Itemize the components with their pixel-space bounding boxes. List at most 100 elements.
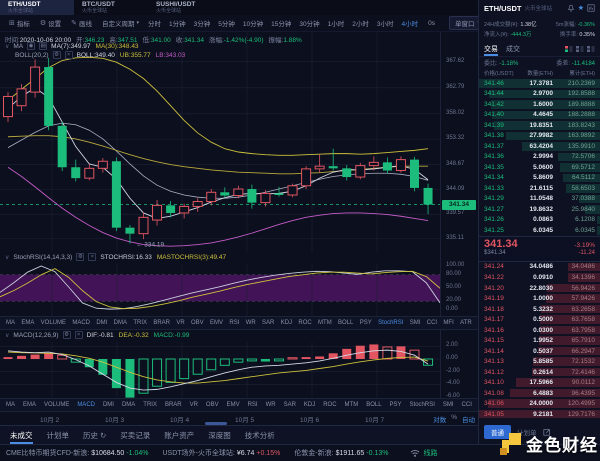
draw-line-button[interactable]: ✎ 画线	[71, 18, 92, 28]
ask-row[interactable]: 341.35 5.0600 69.5712	[479, 162, 600, 173]
indicator-brar[interactable]: BRAR	[164, 402, 182, 408]
indicator-dmi[interactable]: DMI	[102, 402, 114, 408]
bid-row[interactable]: 341.12 0.2614 72.4146	[479, 367, 600, 378]
chart-scrollbar-handle[interactable]	[205, 422, 227, 425]
collapse-icon[interactable]: ∨	[5, 332, 10, 339]
settings-button[interactable]: ⚙ 设置	[40, 18, 61, 28]
indicator-wr[interactable]: WR	[245, 320, 256, 326]
indicator-brar[interactable]: BRAR	[153, 320, 171, 326]
period-button[interactable]: 2小时	[352, 21, 369, 28]
symbol-tab-sushi-usdt[interactable]: SUSHI/USDT 火币全球站	[148, 0, 222, 15]
ask-row[interactable]: 341.27 19.8632 25.9840	[479, 204, 600, 215]
period-button[interactable]: 1小时	[327, 21, 345, 28]
indicator-ma[interactable]: MA	[6, 320, 15, 326]
indicator-mtm[interactable]: MTM	[318, 320, 332, 326]
time-axis[interactable]: 10月 2 10月 3 10月 4 10月 5 10月 6 10月 7 对数% 自动	[0, 412, 478, 425]
indicator-ema[interactable]: EMA	[21, 320, 35, 326]
bid-row[interactable]: 341.13 5.8585 72.1532	[479, 356, 600, 367]
period-button[interactable]: 4小时	[401, 21, 419, 28]
indicator-obv[interactable]: OBV	[191, 320, 204, 326]
period-button[interactable]: 3小时	[376, 21, 394, 28]
period-button[interactable]: 15分钟	[271, 21, 292, 28]
indicator-boll[interactable]: BOLL	[338, 320, 354, 326]
indicator-mfi[interactable]: MFI	[443, 320, 454, 326]
indicator-cci[interactable]: CCI	[461, 402, 472, 408]
symbol-tab-eth-usdt[interactable]: ETH/USDT 火币全球站	[0, 0, 74, 15]
order-book-tab-成交[interactable]: 成交	[506, 46, 520, 53]
bid-row[interactable]: 341.17 0.5000 63.7658	[479, 314, 600, 325]
last-price-block[interactable]: 341.34 -3.19% $341.34 -11.24	[479, 235, 600, 262]
bid-row[interactable]: 341.10 17.5966 90.0112	[479, 377, 600, 388]
bid-row[interactable]: 341.22 0.0910 34.1396	[479, 272, 600, 283]
indicator-ema[interactable]: EMA	[22, 402, 36, 408]
ask-row[interactable]: 341.26 0.0863 6.1208	[479, 215, 600, 226]
price-axis[interactable]: 367.62 362.79 358.02 353.32 348.67 344.09 339.…	[440, 32, 478, 412]
ask-row[interactable]: 341.40 4.4645 188.2888	[479, 110, 600, 121]
indicator-wr[interactable]: WR	[265, 402, 276, 408]
close-icon[interactable]: ×	[74, 331, 83, 339]
bid-row[interactable]: 341.14 0.5037 66.2947	[479, 346, 600, 357]
network-status[interactable]: 线路	[410, 448, 437, 458]
gear-icon[interactable]: ⚙	[52, 51, 61, 59]
scale-control[interactable]: 对数	[433, 417, 447, 424]
bid-row[interactable]: 341.18 5.3232 63.2658	[479, 304, 600, 315]
indicator-volume[interactable]: VOLUME	[43, 402, 70, 408]
indicator-dma[interactable]: DMA	[113, 320, 128, 326]
bottom-tab-历史[interactable]: 历史 ↻	[83, 430, 107, 440]
indicator-rsi[interactable]: RSI	[247, 402, 258, 408]
ask-row[interactable]: 341.37 63.4204 135.9910	[479, 141, 600, 152]
bottom-tab-技术分析[interactable]: 技术分析	[244, 430, 275, 440]
indicator-roc[interactable]: ROC	[323, 402, 337, 408]
indicator-obv[interactable]: OBV	[205, 402, 219, 408]
bid-row[interactable]: 341.24 34.0486 34.0486	[479, 262, 600, 273]
scale-control[interactable]: %	[451, 414, 457, 421]
ask-row[interactable]: 341.42 1.6000 189.8888	[479, 99, 600, 110]
ask-row[interactable]: 341.39 19.8351 183.8243	[479, 120, 600, 131]
indicator-emv[interactable]: EMV	[210, 320, 224, 326]
period-button[interactable]: 30分钟	[299, 21, 320, 28]
indicator-smi[interactable]: SMI	[442, 402, 454, 408]
period-button[interactable]: 1分钟	[169, 21, 186, 28]
indicator-emv[interactable]: EMV	[226, 402, 240, 408]
indicator-stochrsi[interactable]: StochRSI	[409, 402, 435, 408]
bottom-tab-未成交[interactable]: 未成交	[10, 426, 33, 444]
ask-row[interactable]: 341.25 6.0345 6.0345	[479, 225, 600, 236]
indicator-trix[interactable]: TRIX	[143, 402, 157, 408]
period-button[interactable]: 分时	[148, 21, 162, 28]
gear-icon[interactable]: ⚙	[62, 331, 71, 339]
camera-icon[interactable]: ◉	[27, 42, 36, 50]
period-button[interactable]: 3分钟	[193, 21, 211, 28]
macd-chart[interactable]	[0, 342, 440, 398]
bell-icon[interactable]	[567, 4, 575, 12]
ask-row[interactable]: 341.38 27.9982 163.9892	[479, 131, 600, 142]
bottom-tab-买卖记录[interactable]: 买卖记录	[120, 430, 151, 440]
order-mode-button[interactable]: 普通	[484, 424, 511, 439]
bid-row[interactable]: 341.06 24.0000 120.4995	[479, 398, 600, 409]
kline-style-icon[interactable]: ▤	[39, 42, 48, 50]
close-icon[interactable]: ×	[64, 51, 73, 59]
custom-period-dropdown[interactable]: 自定义周期 ▾	[102, 18, 139, 28]
bid-row[interactable]: 341.15 1.9952 65.7910	[479, 335, 600, 346]
indicator-sar[interactable]: SAR	[262, 320, 275, 326]
indicator-volume[interactable]: VOLUME	[40, 320, 67, 326]
indicator-ma[interactable]: MA	[6, 402, 15, 408]
bid-row[interactable]: 341.08 6.4883 96.4395	[479, 388, 600, 399]
indicator-trix[interactable]: TRIX	[133, 320, 148, 326]
period-button[interactable]: 10分钟	[242, 21, 264, 28]
symbol-tab-btc-usdt[interactable]: BTC/USDT 火币全球站	[74, 0, 148, 15]
bottom-tab-计划单[interactable]: 计划单	[46, 430, 70, 440]
candlestick-chart[interactable]: ← 334.19	[0, 32, 440, 252]
indicator-macd[interactable]: MACD	[77, 402, 95, 408]
indicator-cci[interactable]: CCI	[426, 320, 438, 326]
bottom-tab-深度图[interactable]: 深度图	[208, 430, 231, 440]
ask-row[interactable]: 341.34 5.8609 64.5112	[479, 173, 600, 184]
bid-row[interactable]: 341.16 0.0300 63.7958	[479, 325, 600, 336]
depth-view-icon[interactable]	[565, 45, 573, 53]
indicator-vr[interactable]: VR	[176, 320, 185, 326]
bottom-tab-账户资产[interactable]: 账户资产	[164, 430, 195, 440]
period-button[interactable]: 5分钟	[218, 21, 235, 28]
indicator-smi[interactable]: SMI	[409, 320, 421, 326]
collapse-icon[interactable]: ∨	[5, 254, 10, 261]
indicator-psy[interactable]: PSY	[359, 320, 372, 326]
bid-row[interactable]: 341.20 22.8030 56.9426	[479, 283, 600, 294]
